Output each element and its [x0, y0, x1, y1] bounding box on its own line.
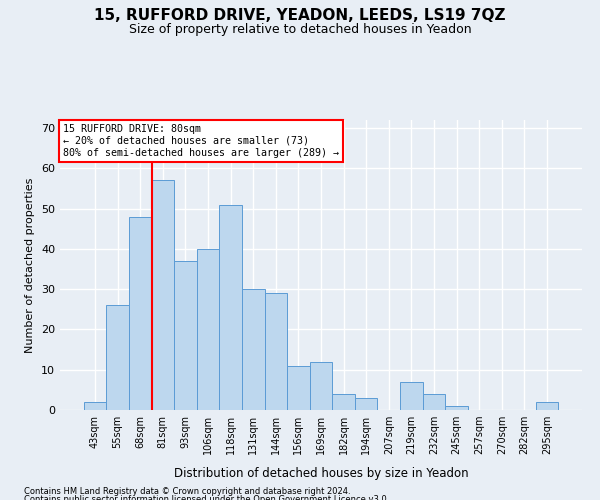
Bar [129, 216, 152, 410]
Text: 15 RUFFORD DRIVE: 80sqm
← 20% of detached houses are smaller (73)
80% of semi-de: 15 RUFFORD DRIVE: 80sqm ← 20% of detache… [62, 124, 338, 158]
Bar [445, 406, 468, 410]
Bar [84, 402, 106, 410]
Bar [152, 180, 174, 410]
Text: Distribution of detached houses by size in Yeadon: Distribution of detached houses by size … [173, 467, 469, 480]
Bar [287, 366, 310, 410]
Bar [332, 394, 355, 410]
Text: 15, RUFFORD DRIVE, YEADON, LEEDS, LS19 7QZ: 15, RUFFORD DRIVE, YEADON, LEEDS, LS19 7… [94, 8, 506, 22]
Bar [242, 289, 265, 410]
Bar [265, 293, 287, 410]
Bar [174, 261, 197, 410]
Bar [536, 402, 558, 410]
Text: Size of property relative to detached houses in Yeadon: Size of property relative to detached ho… [128, 22, 472, 36]
Text: Contains HM Land Registry data © Crown copyright and database right 2024.: Contains HM Land Registry data © Crown c… [24, 488, 350, 496]
Bar [355, 398, 377, 410]
Bar [310, 362, 332, 410]
Bar [422, 394, 445, 410]
Text: Contains public sector information licensed under the Open Government Licence v3: Contains public sector information licen… [24, 495, 389, 500]
Bar [220, 204, 242, 410]
Bar [400, 382, 422, 410]
Y-axis label: Number of detached properties: Number of detached properties [25, 178, 35, 352]
Bar [106, 306, 129, 410]
Bar [197, 249, 220, 410]
